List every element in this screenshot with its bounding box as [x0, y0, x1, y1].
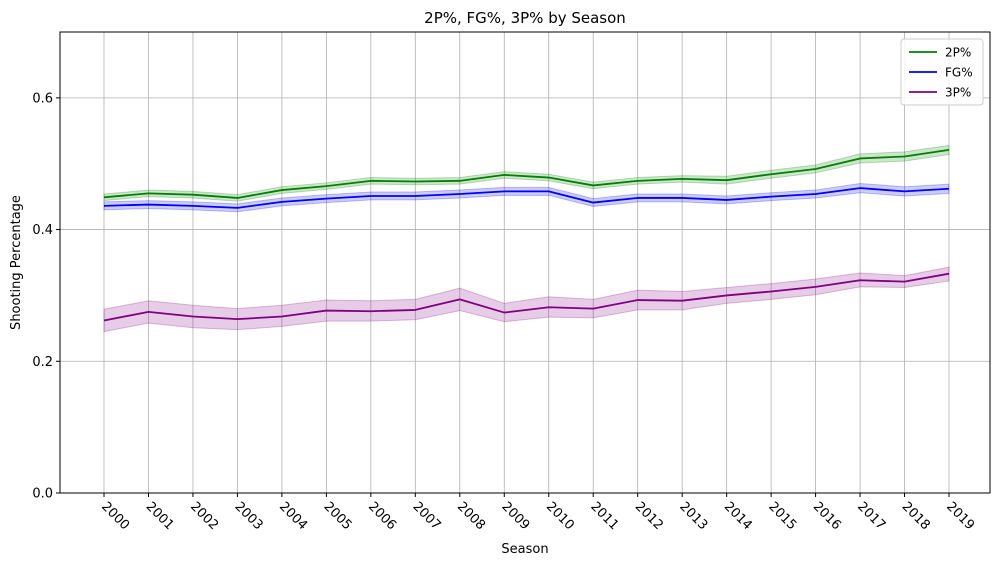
y-tick-label: 0.4 — [32, 223, 53, 238]
y-tick-label: 0.0 — [32, 487, 53, 502]
chart-title: 2P%, FG%, 3P% by Season — [424, 9, 626, 27]
legend-box — [900, 38, 984, 106]
y-axis-label: Shooting Percentage — [9, 195, 24, 330]
y-tick-label: 0.6 — [32, 91, 53, 106]
legend-label: FG% — [945, 66, 973, 80]
series-lines — [103, 148, 950, 322]
y-axis-ticks: 0.0 0.2 0.4 0.6 — [32, 91, 60, 502]
legend-label: 2P% — [945, 46, 971, 60]
plot-area — [60, 32, 990, 493]
series-line — [103, 187, 950, 209]
series-line — [103, 272, 950, 322]
legend: 2P% FG% 3P% — [900, 38, 984, 106]
series-band — [103, 266, 950, 333]
plot-frame — [59, 31, 991, 494]
x-axis-label: Season — [501, 542, 548, 557]
series-band — [103, 182, 950, 213]
legend-label: 3P% — [945, 86, 971, 100]
grid-lines — [60, 32, 990, 494]
series-line — [103, 148, 950, 199]
y-tick-label: 0.2 — [32, 355, 53, 370]
